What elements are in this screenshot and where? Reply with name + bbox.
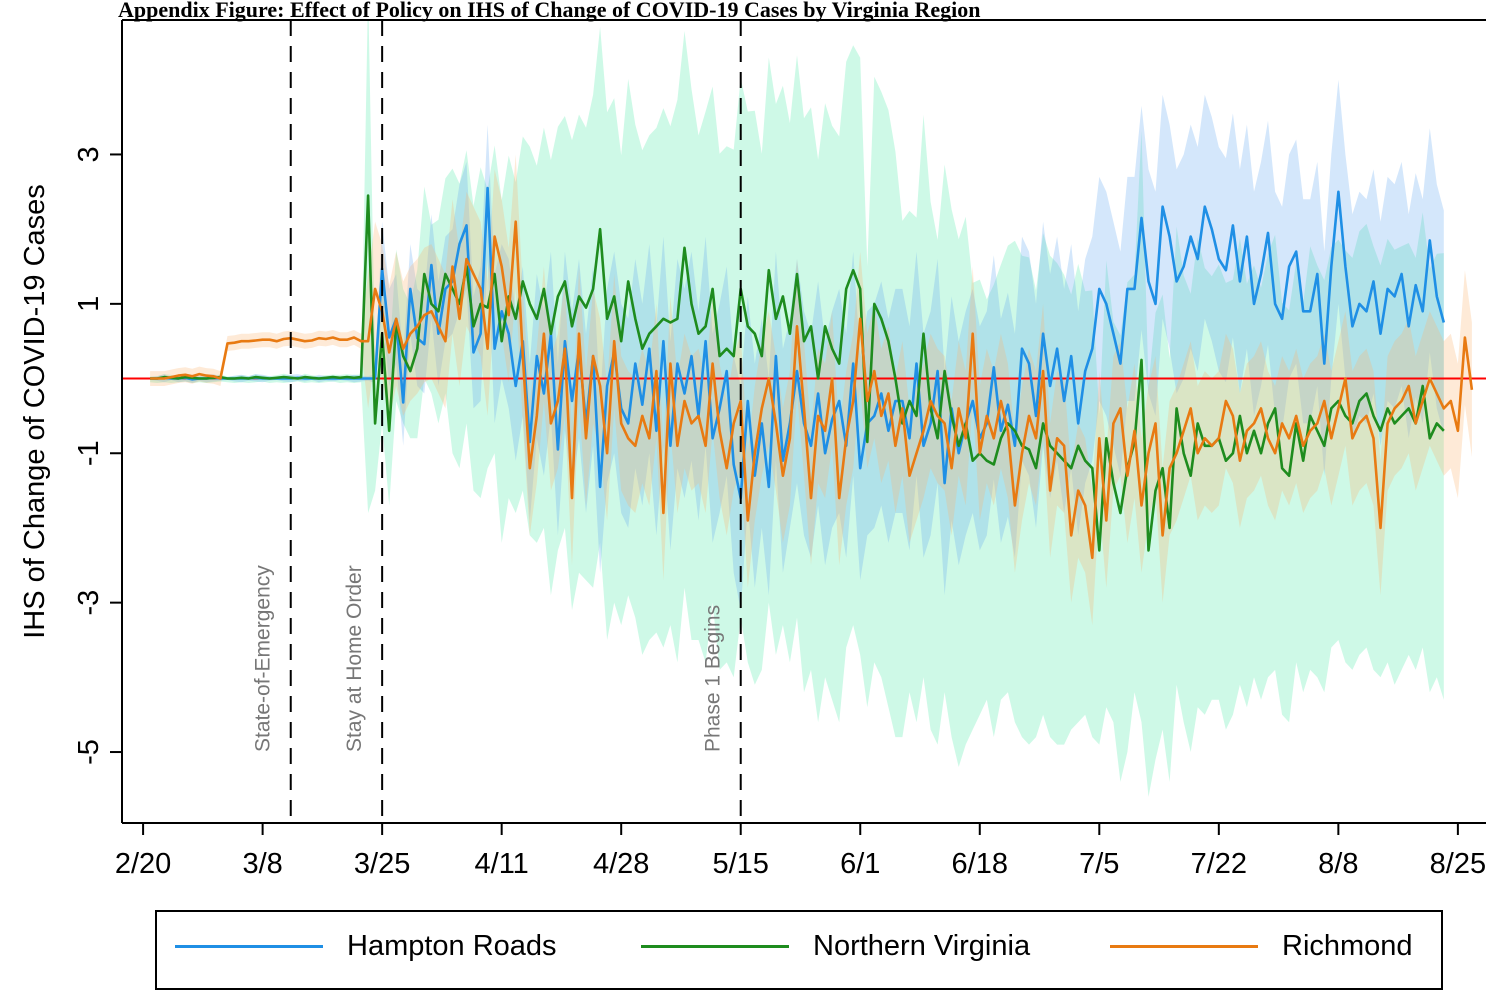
legend-swatch <box>641 945 789 948</box>
legend-label: Hampton Roads <box>347 930 557 962</box>
y-tick-label: -5 <box>73 739 105 765</box>
legend-item-hampton-roads: Hampton Roads <box>175 930 557 963</box>
richmond-band <box>150 154 1472 626</box>
event-markers: State-of-Emergency Stay at Home Order Phas… <box>252 20 742 823</box>
series-lines <box>150 186 1474 560</box>
legend-item-northern-virginia: Northern Virginia <box>641 930 1030 963</box>
legend-label: Richmond <box>1282 930 1413 962</box>
legend-swatch <box>175 945 323 948</box>
event-label: Stay at Home Order <box>343 565 366 752</box>
x-tick-label: 8/25 <box>1430 848 1486 880</box>
x-tick-label: 5/15 <box>712 848 768 880</box>
y-axis-label: IHS of Change of COVID-19 Cases <box>19 184 51 639</box>
x-tick-label: 6/18 <box>952 848 1008 880</box>
northern-virginia-band <box>150 20 1444 797</box>
y-tick-label: 3 <box>73 146 105 162</box>
x-tick-label: 6/1 <box>840 848 880 880</box>
y-tick-label: -1 <box>73 440 105 466</box>
chart: State-of-Emergency Stay at Home Order Phas… <box>19 19 1486 880</box>
hampton-roads-line <box>150 186 1446 500</box>
x-tick-label: 4/28 <box>593 848 649 880</box>
event-label: State-of-Emergency <box>252 565 275 752</box>
x-tick-label: 3/25 <box>354 848 410 880</box>
richmond-line <box>150 220 1474 560</box>
x-tick-label: 7/22 <box>1191 848 1247 880</box>
y-tick-label: -3 <box>73 590 105 616</box>
legend: Hampton Roads Northern Virginia Richmond <box>155 910 1443 990</box>
axes: 2/20 3/8 3/25 4/11 4/28 5/15 6/1 6/18 7/5 7/22 8/8… <box>73 19 1486 880</box>
y-tick-label: 1 <box>73 296 105 312</box>
x-tick-label: 8/8 <box>1318 848 1358 880</box>
page-title: Appendix Figure: Effect of Policy on IHS… <box>118 0 981 22</box>
x-tick-label: 2/20 <box>115 848 171 880</box>
legend-item-richmond: Richmond <box>1110 930 1413 963</box>
legend-label: Northern Virginia <box>813 930 1031 962</box>
x-tick-label: 3/8 <box>242 848 282 880</box>
x-tick-label: 7/5 <box>1079 848 1119 880</box>
x-tick-label: 4/11 <box>475 848 529 880</box>
event-label: Phase 1 Begins <box>702 605 725 752</box>
legend-swatch <box>1110 945 1258 948</box>
northern-virginia-line <box>150 194 1445 552</box>
